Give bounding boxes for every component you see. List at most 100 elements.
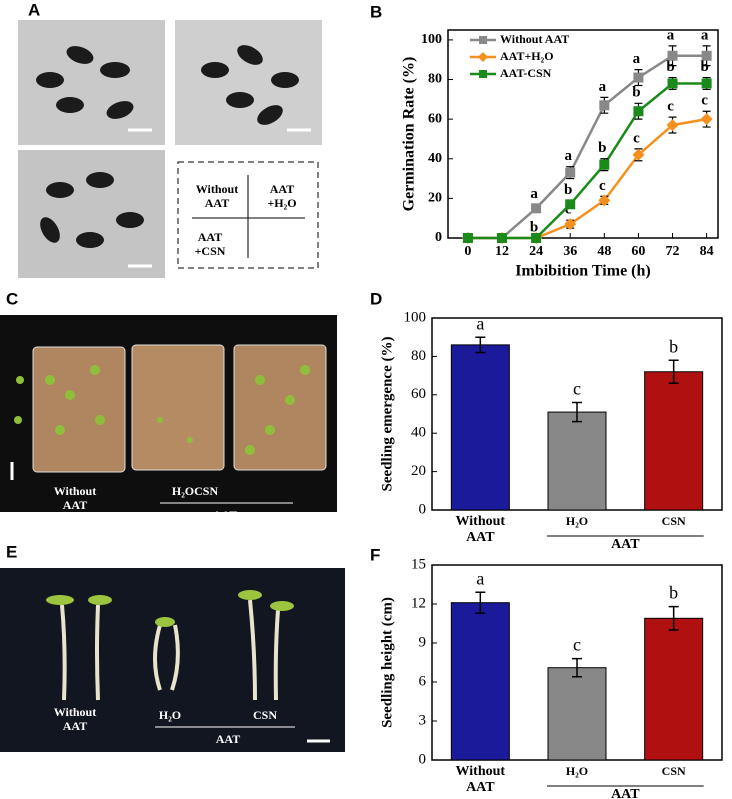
panel-label: C [6,289,18,308]
significance-letter: b [564,182,572,198]
error-bar [572,401,582,423]
marker [531,203,542,214]
significance-letter: b [598,140,606,156]
marker [462,233,473,243]
seeds [36,45,299,248]
scale-bar [128,128,311,268]
x-tick-label: 0 [464,244,471,259]
marker [667,50,678,61]
photo-label: H₂O [159,708,181,722]
error-bar [475,336,486,354]
y-tick-label: 20 [428,191,442,206]
y-tick-label: 0 [419,751,427,767]
significance-letter: b [700,59,708,75]
x-axis-label: Imbibition Time (h) [515,263,650,280]
bar [450,602,510,761]
y-tick-label: 9 [419,634,427,650]
y-tick-label: 6 [419,673,427,689]
significance-letter: b [669,583,678,603]
y-tick-label: 40 [428,151,442,166]
y-axis-label: Seedling emergence (%) [379,337,395,492]
photo-label: AAT [213,508,237,522]
tray [131,344,225,471]
legend-label: AAT+H₂O [500,49,554,63]
x-tick-label: 60 [631,244,645,259]
y-tick-label: 0 [435,230,442,245]
series-line [467,54,707,240]
significance-letter: c [573,635,581,655]
photo [175,20,322,145]
group-label: AAT [611,787,640,799]
marker [700,113,713,126]
bar [644,371,704,511]
marker [667,78,678,89]
marker [666,119,679,132]
photo-label: Without AAT [54,484,96,512]
legend-label: AAT-CSN [500,66,552,80]
photo-label: AAT [216,732,240,746]
legend-marker [478,52,488,62]
significance-letter: c [573,379,581,399]
legend-marker [479,70,487,78]
y-axis-label: Seedling height (cm) [379,597,395,728]
photo [18,150,165,278]
x-tick-label: H₂O [566,514,588,528]
marker [497,233,507,243]
photo [0,568,345,752]
seedlings [60,599,280,701]
significance-letter: a [599,79,607,95]
panel-label: A [28,0,40,19]
plot-frame [447,29,719,239]
marker [633,72,644,83]
significance-letter: c [633,130,640,146]
error-bar [475,591,486,614]
y-tick-label: 3 [419,712,427,728]
x-tick-label: 84 [700,244,714,259]
x-tick-label: 36 [563,244,577,259]
significance-letter: b [530,219,538,235]
panel-label: F [370,545,380,564]
marker [565,167,576,178]
marker [599,100,610,111]
x-tick-label: CSN [662,514,686,528]
x-tick-label: H₂O [566,764,588,778]
y-tick-label: 40 [411,425,426,441]
y-tick-label: 80 [428,72,442,87]
bar [450,344,510,511]
key-label: Without AAT [196,182,238,210]
legend-marker [479,36,487,44]
x-tick-label: 48 [597,244,611,259]
significance-letter: c [599,178,606,194]
x-tick-label: Without AAT [456,764,506,795]
error-bar [668,605,679,631]
significance-letter: a [476,313,484,333]
key-label: AAT +H₂O [267,182,296,210]
seedlings [14,365,310,455]
x-tick-label: 12 [495,244,509,259]
x-tick-label: CSN [662,764,686,778]
significance-letter: a [633,51,641,67]
bar [644,617,704,761]
y-tick-label: 20 [411,463,426,479]
error-bar [572,657,582,678]
photo-label: CSN [253,708,277,722]
marker [633,106,644,117]
y-tick-label: 100 [421,32,442,47]
bar [547,667,607,761]
significance-letter: a [476,568,484,588]
legend-label: Without AAT [500,32,569,46]
y-tick-label: 60 [411,386,426,402]
key-box [177,161,319,269]
y-tick-label: 12 [411,595,426,611]
panel-label: D [370,289,382,308]
marker [565,199,576,210]
bar [547,411,607,511]
y-tick-label: 80 [411,348,426,364]
x-tick-label: Without AAT [456,514,506,545]
marker [632,148,645,161]
error-bar [668,359,679,385]
marker [701,50,712,61]
key-label: AAT +CSN [195,230,226,258]
significance-letter: b [666,59,674,75]
panel-label: B [370,2,382,21]
